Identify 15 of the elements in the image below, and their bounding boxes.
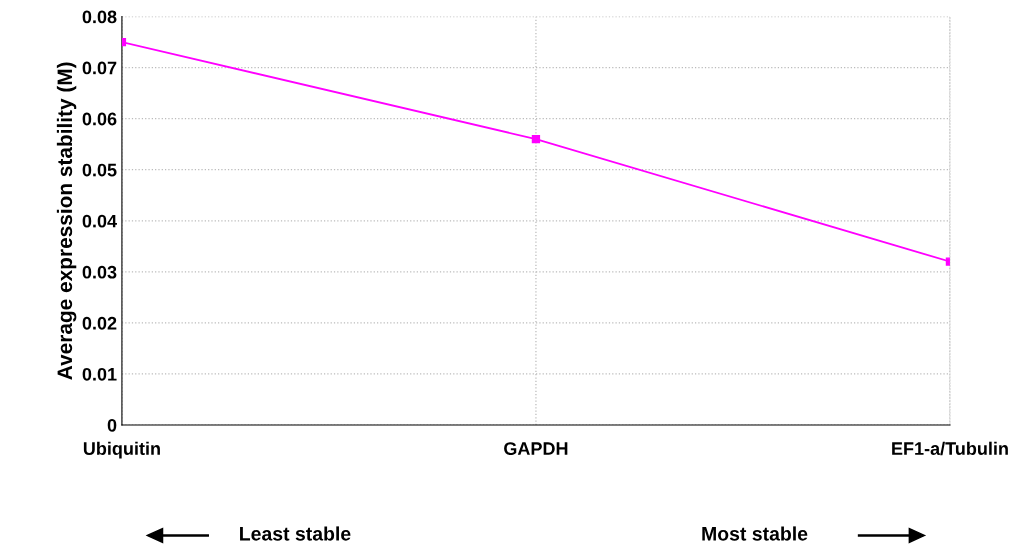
y-tick-label: 0.08 [82, 10, 117, 24]
x-tick-label: GAPDH [504, 442, 568, 455]
y-tick-label: 0.05 [82, 163, 117, 177]
x-tick-label: EF1-a/Tubulin [892, 441, 1008, 456]
y-axis-title: Average expression stability (M) [56, 62, 77, 380]
text: Least stable [240, 526, 351, 541]
y-tick-label: 0.07 [82, 61, 117, 75]
y-tick-label: 0.01 [82, 367, 117, 381]
y-tick-label: 0.02 [82, 316, 117, 330]
y-tick-label: 0.03 [82, 265, 117, 279]
y-tick-label: 0.06 [82, 112, 117, 126]
y-tick-label: 0.04 [82, 214, 117, 228]
y-tick-label: 0 [107, 418, 117, 432]
text: Most stable [702, 526, 808, 541]
x-tick-label: Ubiquitin [83, 441, 160, 459]
